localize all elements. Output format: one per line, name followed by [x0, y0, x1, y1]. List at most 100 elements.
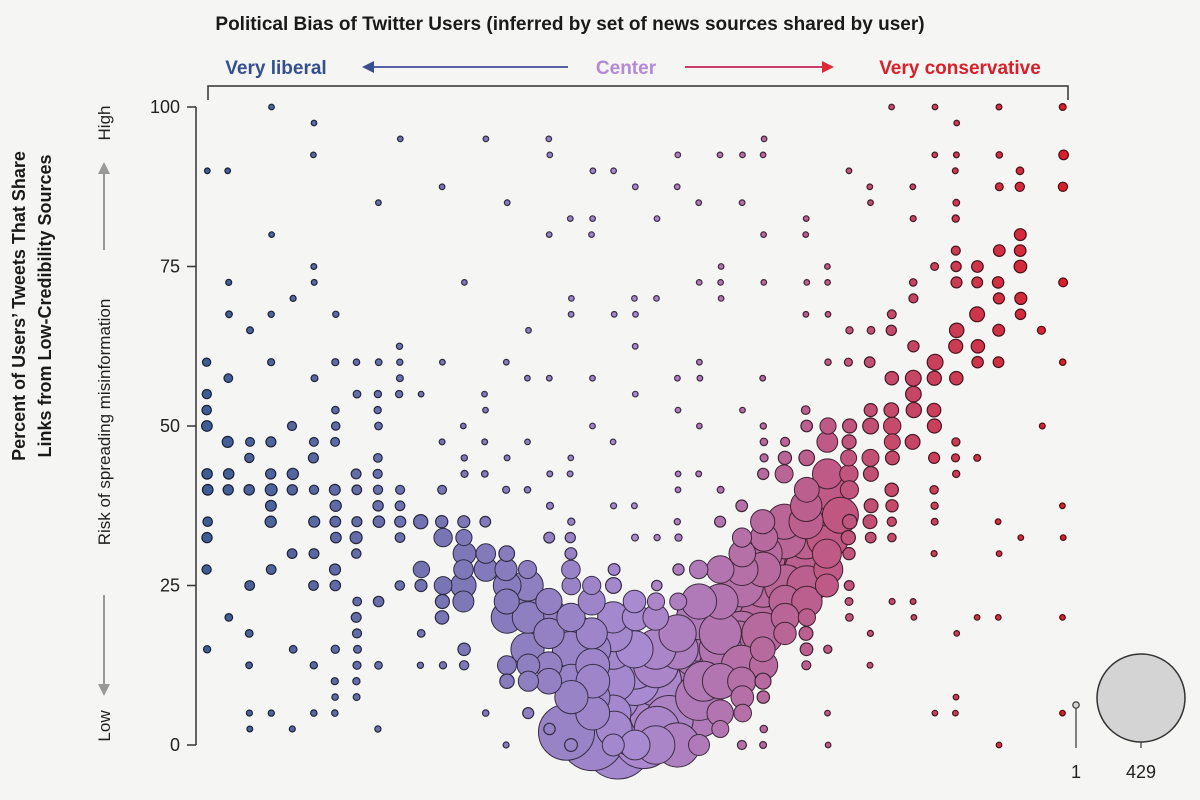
bubble: [243, 483, 255, 496]
bubble: [223, 373, 234, 384]
bubble: [756, 690, 771, 704]
bubble: [717, 279, 724, 286]
bubble: [844, 596, 854, 606]
bubble: [268, 231, 276, 239]
bubble: [543, 531, 556, 544]
bubble: [739, 151, 746, 159]
bubble: [394, 532, 406, 543]
bubble: [883, 402, 900, 419]
bubble: [493, 588, 520, 615]
bubble: [609, 438, 617, 446]
bubble: [757, 467, 770, 481]
bubble: [1014, 181, 1026, 192]
bubble: [567, 454, 575, 462]
bubble: [224, 167, 232, 175]
bubble: [517, 670, 540, 692]
bubble: [886, 516, 898, 527]
bubble: [350, 611, 362, 623]
bubble: [245, 436, 256, 447]
bubble: [546, 470, 554, 478]
bubble: [926, 353, 944, 371]
bubble: [862, 514, 878, 530]
bubble: [518, 560, 537, 579]
bubble: [910, 614, 918, 621]
bubble: [845, 613, 854, 622]
bubble: [328, 483, 341, 496]
bubble: [909, 597, 917, 605]
bubble: [1058, 102, 1067, 111]
label-center: Center: [596, 58, 657, 79]
bubble: [994, 518, 1002, 526]
bubble: [201, 388, 212, 400]
bubble: [373, 389, 383, 399]
bubble: [435, 515, 449, 529]
bubble: [992, 292, 1006, 305]
bubble: [995, 550, 1003, 557]
bubble: [948, 322, 965, 339]
bubble: [1014, 291, 1028, 305]
bubble: [759, 724, 769, 734]
bubble: [995, 103, 1003, 111]
bubble: [575, 617, 608, 650]
bubble: [971, 355, 984, 369]
bubble: [202, 645, 212, 654]
bubble: [717, 263, 725, 270]
bubble: [951, 214, 960, 223]
bubble: [931, 709, 939, 717]
bubble: [824, 263, 831, 270]
bubble: [800, 405, 811, 416]
bubble: [481, 390, 488, 398]
bubble: [630, 533, 639, 542]
bubble: [310, 119, 318, 127]
bubble: [798, 449, 816, 467]
bubble: [352, 660, 362, 670]
bubble: [374, 358, 383, 367]
bubble: [352, 389, 362, 399]
bubble: [650, 579, 663, 592]
bubble: [350, 548, 362, 559]
bubble: [330, 677, 339, 686]
risk-low-label: Low: [95, 710, 114, 742]
bubble: [481, 438, 489, 446]
bubble: [374, 421, 383, 431]
bubble: [394, 515, 407, 528]
size-legend-max-label: 429: [1126, 762, 1156, 782]
bubble: [841, 418, 858, 434]
bubble: [760, 135, 768, 143]
bubble: [952, 198, 961, 207]
bubble: [1014, 308, 1027, 321]
bubble: [631, 295, 638, 302]
y-tick-label: 0: [170, 735, 180, 755]
bubble: [373, 453, 383, 463]
bubble: [482, 406, 489, 414]
bubble: [331, 693, 339, 701]
bubble: [992, 356, 1005, 369]
bubble: [904, 369, 922, 387]
bubble: [1059, 534, 1067, 541]
bubble: [329, 499, 342, 512]
bubble: [995, 151, 1004, 159]
bubble: [861, 448, 880, 467]
bubble: [759, 151, 767, 159]
bubble: [952, 709, 959, 717]
bubble: [695, 470, 703, 478]
bubble: [907, 340, 920, 353]
bubble: [331, 405, 340, 415]
bubble: [503, 454, 511, 462]
bubble: [201, 564, 212, 575]
bubble: [545, 231, 553, 239]
bubble: [802, 215, 810, 223]
bubble: [823, 644, 833, 655]
bubble: [883, 433, 901, 451]
size-legend: 1 429: [1071, 653, 1186, 782]
ylabel-line1: Percent of Users’ Tweets That Share: [9, 151, 29, 461]
bubble: [799, 642, 814, 657]
bubble: [543, 722, 556, 736]
bubble: [437, 484, 448, 495]
bubble: [802, 310, 810, 318]
bubble: [931, 151, 939, 159]
bubble: [735, 499, 749, 513]
bubble: [653, 215, 661, 223]
risk-high-label: High: [95, 106, 114, 141]
bubble: [246, 326, 255, 335]
